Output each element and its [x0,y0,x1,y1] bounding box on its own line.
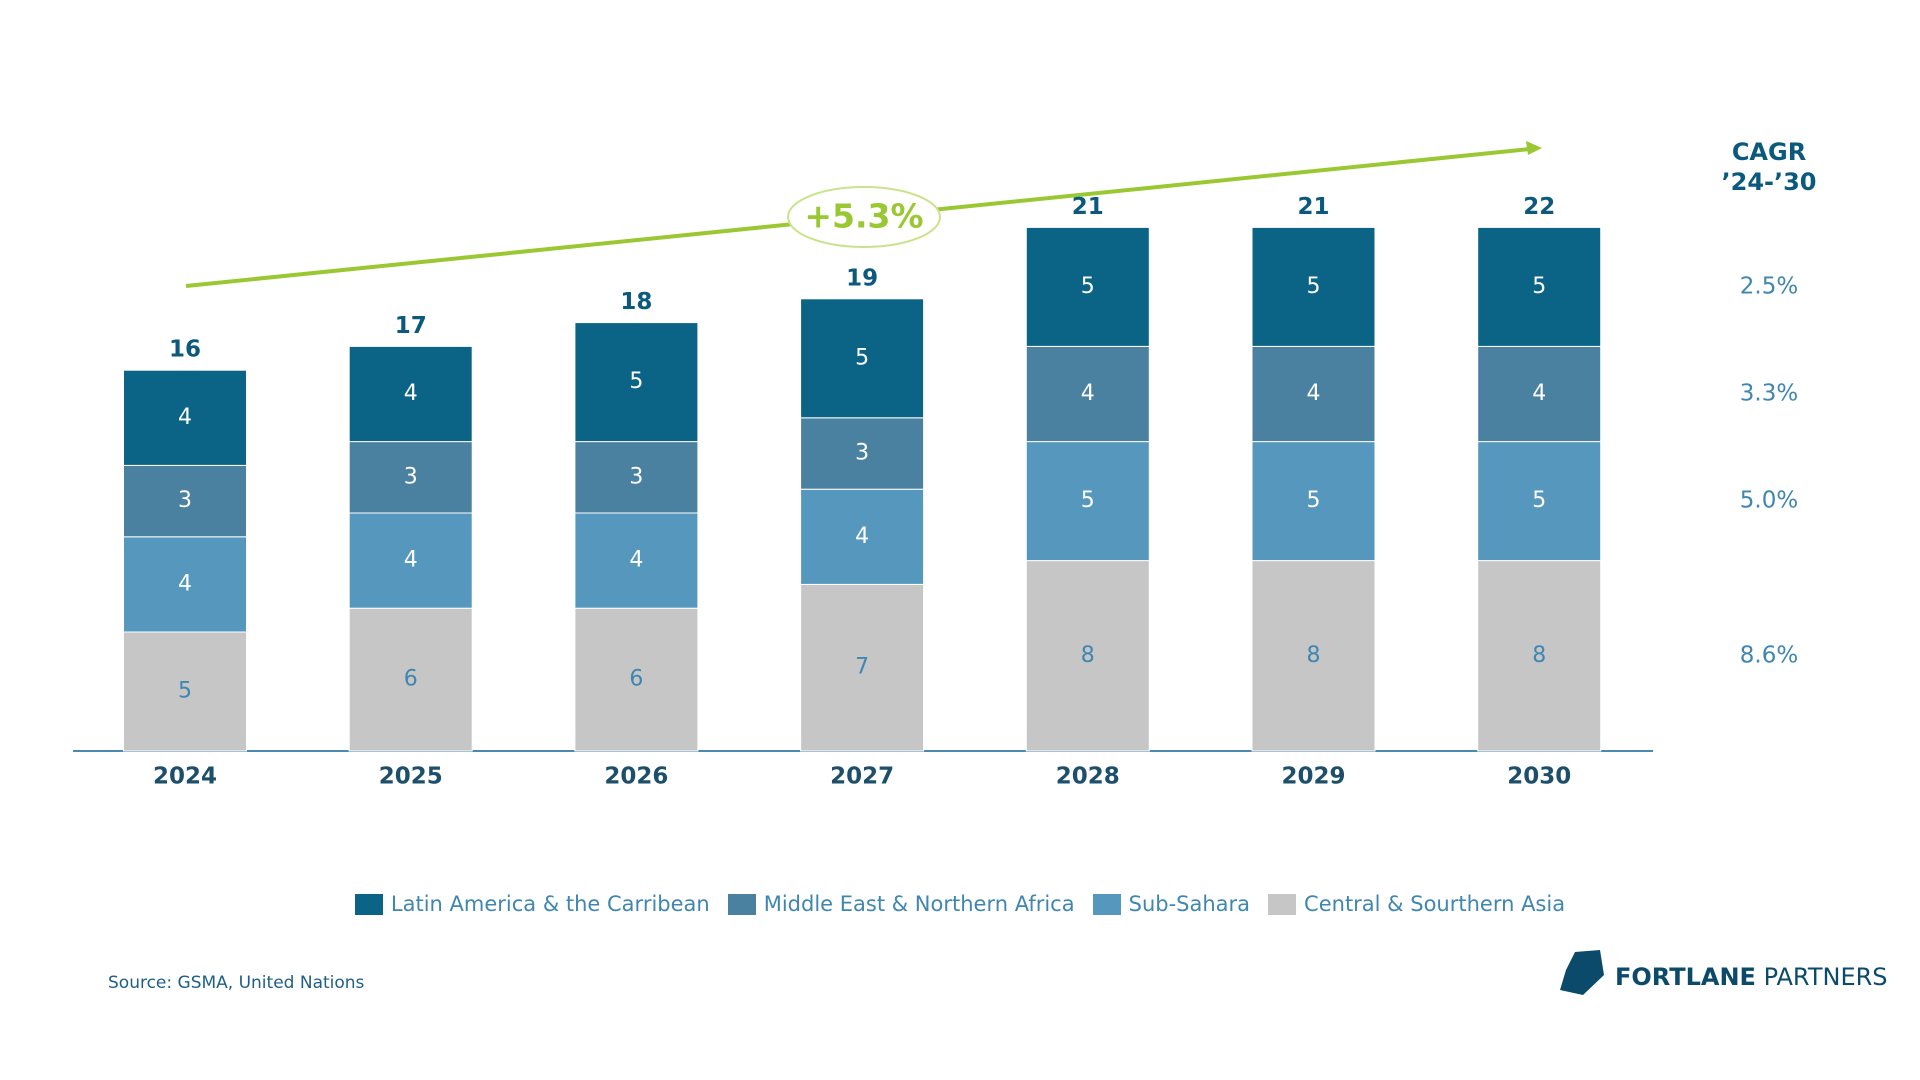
total-label: 19 [846,265,878,291]
segment-label: 4 [404,381,418,406]
legend-item: Latin America & the Carribean [354,892,710,916]
segment-label: 8 [1532,643,1546,668]
bar-segment [1477,441,1602,562]
legend-label: Middle East & Northern Africa [763,892,1075,916]
segment-label: 5 [629,369,643,394]
segment-label: 5 [1532,488,1546,513]
logo-mark [1560,950,1604,995]
cagr-label: 5.0% [1740,488,1798,514]
logo: FORTLANE PARTNERS [1615,963,1888,991]
total-label: 21 [1297,194,1329,220]
bar-segment [348,441,473,514]
logo-light: PARTNERS [1764,963,1888,991]
cagr-label: 8.6% [1740,642,1798,668]
legend-swatch [727,893,756,915]
segment-label: 5 [1081,488,1095,513]
segment-label: 5 [1532,274,1546,299]
bar-segment [348,345,473,443]
legend-item: Middle East & Northern Africa [727,892,1075,916]
bar-segment [1251,345,1376,443]
total-label: 16 [169,337,201,363]
bar-segment [1025,560,1150,752]
bar-segment [1251,441,1376,562]
x-tick-label: 2024 [153,764,217,790]
segment-label: 3 [178,488,192,513]
segment-label: 3 [629,464,643,489]
segment-label: 4 [855,524,869,549]
bar-segment [1477,560,1602,752]
bar-segment [800,583,925,752]
segment-label: 8 [1307,643,1321,668]
source: Source: GSMA, United Nations [108,973,365,993]
bar-segment [1251,226,1376,347]
segment-label: 6 [629,667,643,692]
bar-segment [1477,226,1602,347]
logo-bold: FORTLANE [1615,963,1756,991]
segment-label: 3 [404,464,418,489]
legend-label: Sub-Sahara [1128,892,1251,916]
segment-label: 5 [1307,488,1321,513]
cagr-title: CAGR [1732,138,1806,166]
x-tick-label: 2026 [604,764,668,790]
segment-label: 3 [855,441,869,466]
cagr-label: 3.3% [1740,381,1798,407]
legend-swatch [354,893,383,915]
legend-label: Latin America & the Carribean [390,892,710,916]
segment-label: 5 [1307,274,1321,299]
arrow-head [1526,141,1542,155]
x-tick-label: 2029 [1281,764,1345,790]
legend: Latin America & the Carribean Middle East… [0,892,1920,916]
segment-label: 4 [1307,381,1321,406]
legend-swatch [1092,893,1121,915]
segment-label: 4 [178,571,192,596]
bar-segment [574,322,699,443]
bar-segment [1477,345,1602,443]
bar-segment [574,441,699,514]
bar-segment [574,607,699,752]
legend-item: Sub-Sahara [1092,892,1251,916]
legend-swatch [1268,893,1297,915]
cagr-title: ’24-’30 [1722,168,1817,196]
x-tick-label: 2025 [379,764,443,790]
segment-label: 4 [1532,381,1546,406]
bar-segment [800,488,925,585]
bar-segment [574,512,699,609]
segment-label: 4 [1081,381,1095,406]
segment-label: 7 [855,655,869,680]
bar-segment [123,369,247,466]
segment-label: 5 [178,679,192,704]
segment-label: 8 [1081,643,1095,668]
bar-segment [1251,560,1376,752]
legend-item: Central & Sourthern Asia [1268,892,1565,916]
total-label: 21 [1072,194,1104,220]
annotation: +5.3% [804,197,923,236]
legend-label: Central & Sourthern Asia [1304,892,1566,916]
bar-segment [1025,226,1150,347]
bar-segment [1025,441,1150,562]
bar-segment [800,298,925,419]
bar-segment [1025,345,1150,443]
segment-label: 4 [629,548,643,573]
x-tick-label: 2030 [1507,764,1571,790]
cagr-label: 2.5% [1740,273,1798,299]
segment-label: 4 [178,405,192,430]
bar-segment [123,536,247,633]
segment-label: 6 [404,667,418,692]
total-label: 18 [620,289,652,315]
segment-label: 4 [404,548,418,573]
segment-label: 5 [1081,274,1095,299]
segment-label: 5 [855,345,869,370]
bar-segment [800,417,925,490]
total-label: 17 [395,313,427,339]
x-tick-label: 2028 [1056,764,1120,790]
annotation-bubble [787,186,941,248]
total-label: 22 [1523,194,1555,220]
x-tick-label: 2027 [830,764,894,790]
bar-segment [123,631,247,752]
